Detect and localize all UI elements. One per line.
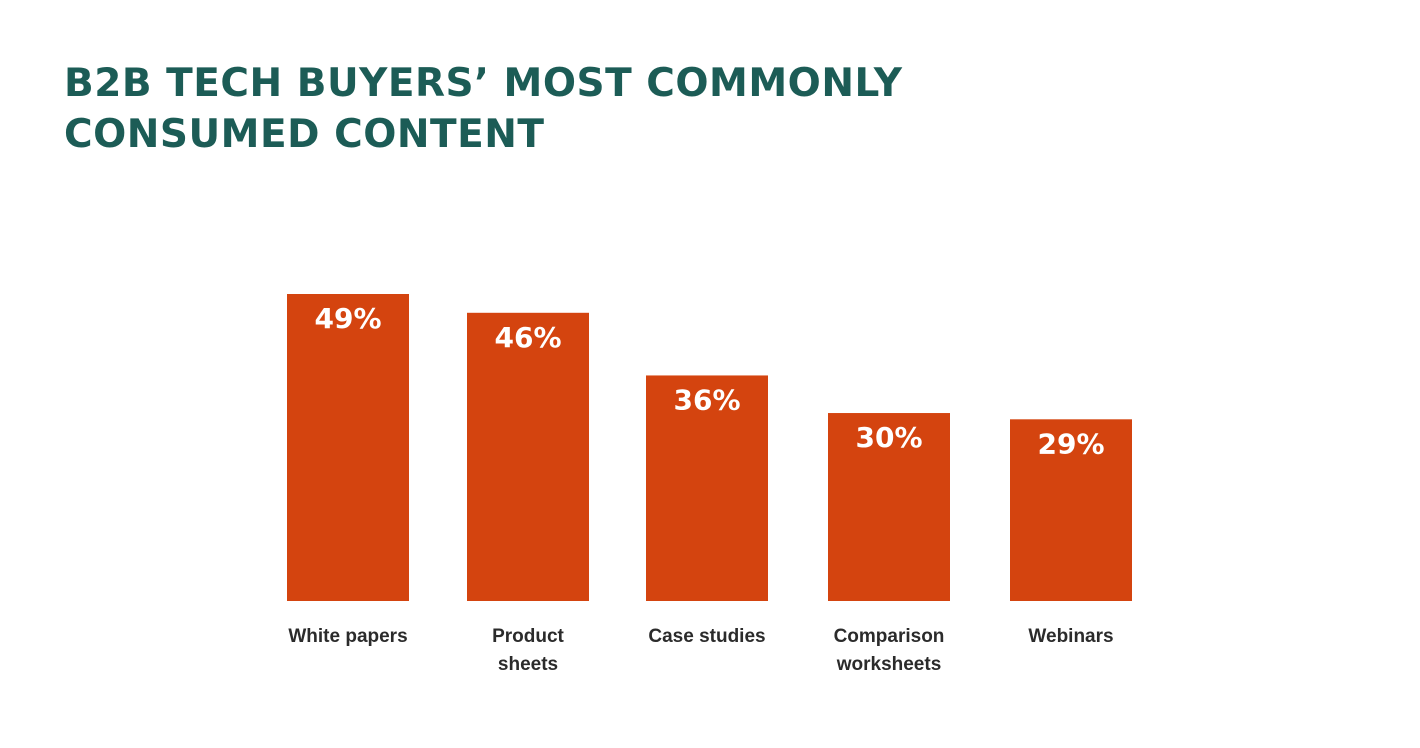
category-label-case-studies: Case studies (648, 626, 765, 647)
value-label-case-studies: 36% (673, 383, 740, 416)
category-label-line: Product (492, 626, 564, 647)
category-label-white-papers: White papers (288, 626, 407, 647)
bar-webinars (1010, 419, 1132, 601)
category-label-line: worksheets (836, 654, 942, 675)
category-label-product-sheets: Product sheets (492, 626, 564, 675)
category-label-line: Comparison (834, 626, 945, 647)
bar-product-sheets (467, 312, 589, 601)
category-label-comparison-worksheets: Comparison worksheets (834, 626, 945, 675)
category-label-webinars: Webinars (1028, 626, 1113, 647)
category-labels-group: White papers Product sheets Case studies Com… (288, 626, 1113, 675)
value-label-white-papers: 49% (314, 302, 381, 335)
chart-title-line-2: CONSUMED CONTENT (64, 112, 545, 157)
bar-comparison-worksheets (828, 413, 950, 601)
category-label-line: Webinars (1028, 626, 1113, 647)
value-label-comparison-worksheets: 30% (855, 421, 922, 454)
bar-case-studies (646, 375, 768, 601)
chart-title-line-1: B2B TECH BUYERS’ MOST COMMONLY (64, 61, 903, 106)
category-label-line: Case studies (648, 626, 765, 647)
category-label-line: sheets (498, 654, 558, 675)
category-label-line: White papers (288, 626, 407, 647)
value-label-webinars: 29% (1037, 427, 1104, 460)
chart-title: B2B TECH BUYERS’ MOST COMMONLY CONSUMED … (64, 58, 964, 160)
value-labels-group: 49% 46% 36% 30% 29% (314, 302, 1104, 460)
bar-white-papers (287, 294, 409, 601)
value-label-product-sheets: 46% (494, 321, 561, 354)
bars-group (287, 294, 1132, 601)
